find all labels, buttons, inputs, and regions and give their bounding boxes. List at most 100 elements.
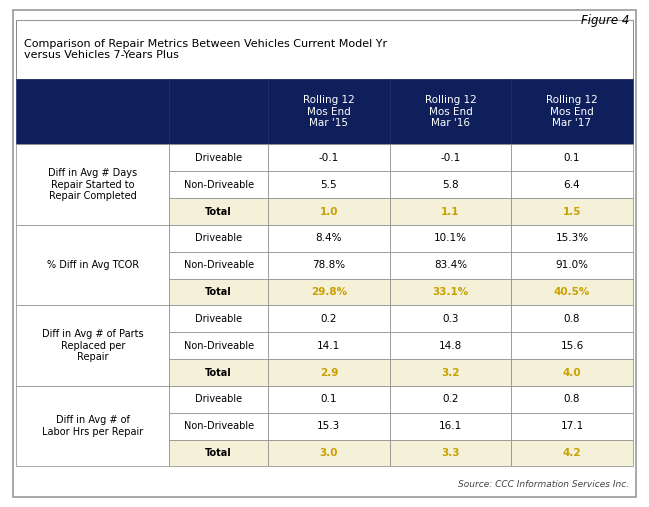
Bar — [389, 225, 511, 252]
Bar — [268, 440, 389, 466]
Text: 0.2: 0.2 — [442, 394, 459, 405]
Bar — [169, 198, 268, 225]
Text: Rolling 12
Mos End
Mar '16: Rolling 12 Mos End Mar '16 — [424, 95, 476, 128]
Bar — [268, 144, 389, 171]
Text: 91.0%: 91.0% — [556, 260, 589, 270]
Bar — [268, 171, 389, 198]
Text: 4.0: 4.0 — [563, 368, 582, 378]
Bar — [389, 359, 511, 386]
Text: 3.2: 3.2 — [441, 368, 459, 378]
Bar — [511, 252, 633, 279]
Bar — [268, 386, 389, 413]
Text: 1.5: 1.5 — [563, 206, 582, 216]
Text: 6.4: 6.4 — [564, 180, 580, 190]
Bar — [511, 79, 633, 144]
Text: 78.8%: 78.8% — [312, 260, 345, 270]
Bar — [511, 198, 633, 225]
Text: Driveable: Driveable — [195, 394, 242, 405]
Bar — [389, 305, 511, 332]
Bar — [169, 171, 268, 198]
Text: 14.8: 14.8 — [439, 341, 462, 351]
Text: Total: Total — [205, 206, 232, 216]
Text: Non-Driveable: Non-Driveable — [184, 260, 254, 270]
Bar — [389, 252, 511, 279]
Bar — [511, 386, 633, 413]
Bar — [511, 144, 633, 171]
Text: Diff in Avg # Days
Repair Started to
Repair Completed: Diff in Avg # Days Repair Started to Rep… — [48, 168, 138, 201]
Bar — [389, 144, 511, 171]
Text: Driveable: Driveable — [195, 314, 242, 324]
Bar — [511, 305, 633, 332]
Bar — [268, 79, 389, 144]
Text: 17.1: 17.1 — [560, 421, 583, 431]
Text: 3.0: 3.0 — [319, 448, 338, 458]
Text: 5.5: 5.5 — [321, 180, 337, 190]
Text: Rolling 12
Mos End
Mar '15: Rolling 12 Mos End Mar '15 — [303, 95, 355, 128]
Text: 0.8: 0.8 — [564, 394, 580, 405]
Bar — [16, 20, 633, 79]
Text: -0.1: -0.1 — [440, 153, 461, 163]
Bar — [169, 332, 268, 359]
Bar — [511, 440, 633, 466]
Text: 1.1: 1.1 — [441, 206, 459, 216]
Bar — [268, 359, 389, 386]
Text: 14.1: 14.1 — [317, 341, 341, 351]
Text: 8.4%: 8.4% — [315, 233, 342, 243]
Text: 15.6: 15.6 — [560, 341, 583, 351]
Text: Rolling 12
Mos End
Mar '17: Rolling 12 Mos End Mar '17 — [546, 95, 598, 128]
Text: Driveable: Driveable — [195, 153, 242, 163]
Text: 29.8%: 29.8% — [311, 287, 347, 297]
Text: -0.1: -0.1 — [319, 153, 339, 163]
Bar — [169, 279, 268, 305]
Text: 5.8: 5.8 — [442, 180, 459, 190]
Text: Comparison of Repair Metrics Between Vehicles Current Model Yr
versus Vehicles 7: Comparison of Repair Metrics Between Veh… — [24, 39, 387, 60]
Bar — [16, 225, 169, 305]
Text: 2.9: 2.9 — [320, 368, 338, 378]
Text: Diff in Avg # of
Labor Hrs per Repair: Diff in Avg # of Labor Hrs per Repair — [42, 415, 143, 437]
Text: Total: Total — [205, 448, 232, 458]
Bar — [511, 359, 633, 386]
Text: 4.2: 4.2 — [563, 448, 582, 458]
Bar — [169, 144, 268, 171]
Text: Figure 4: Figure 4 — [581, 14, 630, 27]
Bar — [511, 279, 633, 305]
Bar — [16, 144, 169, 225]
Text: 10.1%: 10.1% — [434, 233, 467, 243]
Bar — [389, 386, 511, 413]
Bar — [268, 413, 389, 440]
Text: 0.1: 0.1 — [564, 153, 580, 163]
Text: % Diff in Avg TCOR: % Diff in Avg TCOR — [47, 260, 139, 270]
Bar — [511, 413, 633, 440]
Bar — [169, 413, 268, 440]
Text: 3.3: 3.3 — [441, 448, 459, 458]
Text: Non-Driveable: Non-Driveable — [184, 180, 254, 190]
Bar — [16, 386, 169, 466]
Bar — [389, 79, 511, 144]
Bar — [169, 440, 268, 466]
Text: 0.3: 0.3 — [442, 314, 459, 324]
Bar — [389, 279, 511, 305]
Text: Driveable: Driveable — [195, 233, 242, 243]
Text: Total: Total — [205, 287, 232, 297]
Text: Total: Total — [205, 368, 232, 378]
Text: 33.1%: 33.1% — [432, 287, 469, 297]
Text: 15.3%: 15.3% — [556, 233, 589, 243]
Bar — [389, 332, 511, 359]
Text: 1.0: 1.0 — [319, 206, 338, 216]
Bar — [268, 332, 389, 359]
Text: 0.2: 0.2 — [321, 314, 337, 324]
Bar — [169, 79, 268, 144]
Text: 83.4%: 83.4% — [434, 260, 467, 270]
Bar — [169, 386, 268, 413]
Bar — [268, 225, 389, 252]
Text: Source: CCC Information Services Inc.: Source: CCC Information Services Inc. — [458, 480, 630, 489]
Text: 16.1: 16.1 — [439, 421, 462, 431]
Bar — [169, 305, 268, 332]
Text: 0.1: 0.1 — [321, 394, 337, 405]
Bar — [511, 171, 633, 198]
Bar — [511, 225, 633, 252]
Bar — [389, 171, 511, 198]
Text: Diff in Avg # of Parts
Replaced per
Repair: Diff in Avg # of Parts Replaced per Repa… — [42, 329, 143, 363]
Bar — [268, 305, 389, 332]
Bar — [511, 332, 633, 359]
